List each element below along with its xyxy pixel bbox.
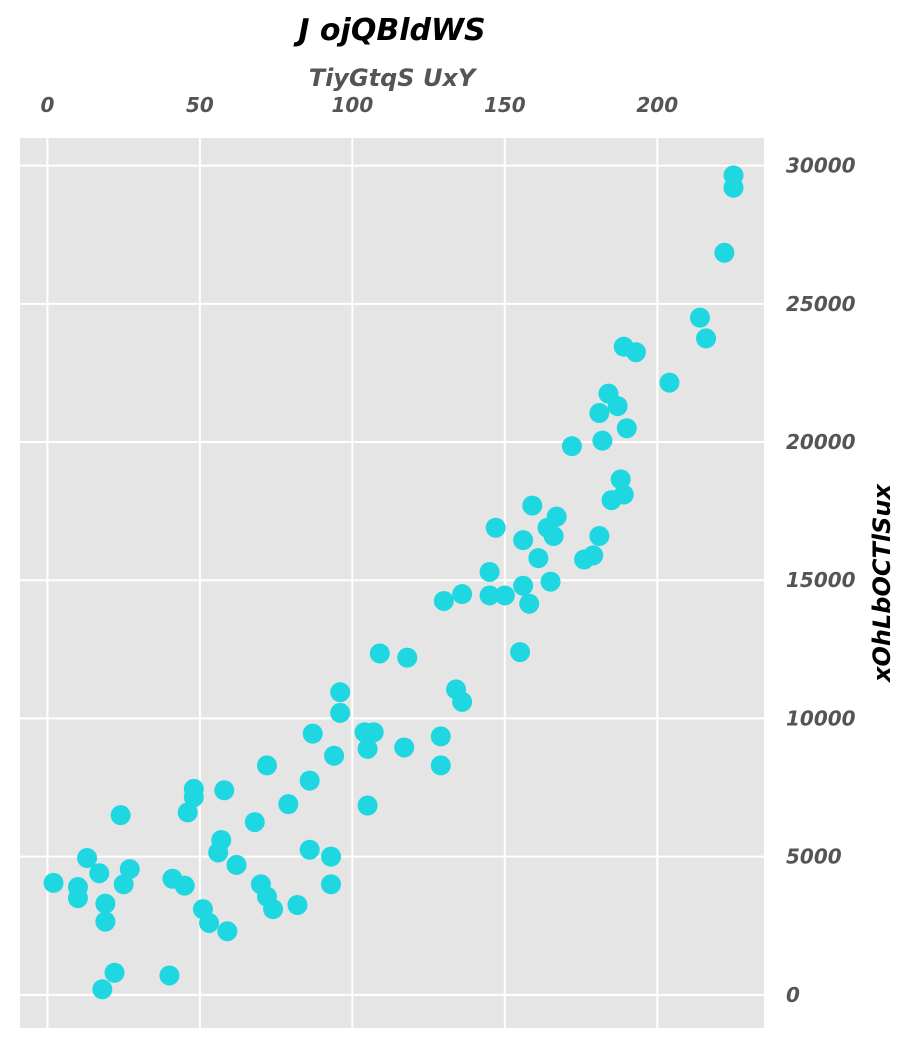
data-point [561,436,582,457]
data-point [659,372,680,393]
y-tick-label: 20000 [786,430,856,454]
data-point [616,418,637,439]
data-point [452,691,473,712]
data-point [583,545,604,566]
data-point [321,846,342,867]
plot-panel [20,138,764,1028]
data-point [211,830,232,851]
data-point [321,874,342,895]
data-point [95,911,116,932]
data-point [43,872,64,893]
data-point [92,979,113,1000]
data-point [183,787,204,808]
x-axis-label: TiyGtqS UxY [309,64,478,92]
data-point [433,590,454,611]
data-point [199,912,220,933]
data-point [299,770,320,791]
data-point [522,495,543,516]
x-tick-label: 150 [484,93,526,117]
data-point [330,702,351,723]
data-point [256,755,277,776]
data-point [110,805,131,826]
data-point [67,888,88,909]
grid-lines [20,138,764,1028]
data-point [430,755,451,776]
data-point [217,921,238,942]
x-tick-label: 200 [636,93,678,117]
data-point [119,859,140,880]
y-tick-label: 30000 [786,154,856,178]
data-point [177,802,198,823]
data-points [43,165,744,1000]
data-point [330,682,351,703]
data-point [104,962,125,983]
y-tick-labels: 0 5000 10000 15000 20000 25000 30000 [786,154,856,1007]
data-point [113,874,134,895]
x-tick-label: 100 [331,93,373,117]
data-point [278,794,299,815]
data-point [299,839,320,860]
data-point [494,585,515,606]
data-point [214,780,235,801]
data-point [689,307,710,328]
data-point [363,722,384,743]
y-tick-label: 10000 [786,706,856,730]
x-tick-label: 50 [186,93,214,117]
data-point [513,575,534,596]
x-tick-labels: 0 50 100 150 200 [40,93,678,117]
chart-title: J ojQBldWS [293,13,485,48]
data-point [479,585,500,606]
x-tick-label: 0 [40,93,54,117]
data-point [613,484,634,505]
data-point [485,517,506,538]
data-point [302,723,323,744]
data-point [357,738,378,759]
y-axis-label: xOhLbOCTlSux [868,483,896,683]
data-point [696,328,717,349]
data-point [77,848,98,869]
data-point [430,726,451,747]
data-point [607,396,628,417]
data-point [174,875,195,896]
data-point [510,642,531,663]
y-tick-label: 15000 [786,568,856,592]
data-point [479,561,500,582]
data-point [589,526,610,547]
data-point [369,643,390,664]
data-point [528,548,549,569]
data-point [513,530,534,551]
y-tick-label: 0 [786,983,800,1007]
data-point [324,745,345,766]
data-point [610,469,631,490]
data-point [287,895,308,916]
data-point [226,854,247,875]
data-point [625,342,646,363]
y-tick-label: 5000 [786,845,842,869]
data-point [244,812,265,833]
data-point [546,506,567,527]
data-point [714,242,735,263]
data-point [357,795,378,816]
data-point [95,893,116,914]
data-point [159,965,180,986]
data-point [723,177,744,198]
data-point [394,737,415,758]
y-tick-label: 25000 [786,292,856,316]
data-point [89,863,110,884]
data-point [519,593,540,614]
data-point [263,899,284,920]
data-point [543,526,564,547]
data-point [589,403,610,424]
data-point [452,584,473,605]
data-point [540,571,561,592]
data-point [397,647,418,668]
data-point [592,430,613,451]
